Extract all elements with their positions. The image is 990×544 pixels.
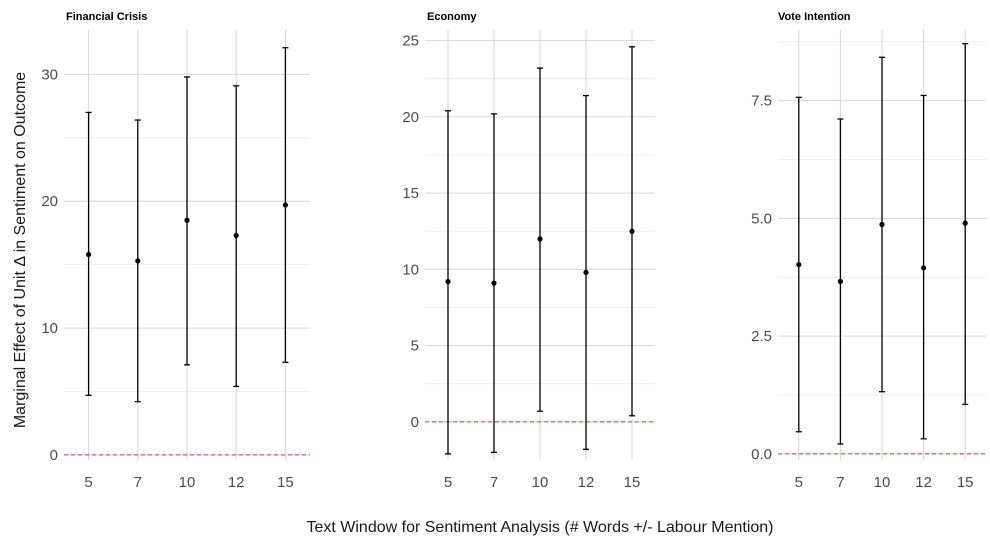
point-estimate	[879, 221, 885, 228]
panel-title: Vote Intention	[778, 11, 851, 23]
panel-title: Financial Crisis	[66, 11, 147, 23]
point-estimate	[445, 278, 451, 285]
point-estimate	[921, 265, 927, 271]
y-tick-label: 25	[402, 33, 419, 50]
y-tick-label: 2.5	[751, 328, 772, 345]
x-tick-label: 10	[179, 474, 196, 491]
y-tick-label: 30	[41, 66, 58, 83]
x-tick-label: 7	[490, 474, 498, 491]
y-tick-label: 0.0	[751, 446, 772, 463]
point-estimate	[135, 258, 141, 264]
point-estimate	[233, 232, 239, 239]
x-tick-label: 10	[874, 474, 891, 491]
y-tick-label: 5.0	[751, 210, 772, 227]
x-tick-label: 7	[134, 474, 142, 491]
point-estimate	[537, 236, 543, 242]
x-tick-label: 7	[836, 474, 844, 491]
chart-panel: 0 10 20 30 5 7 10 12 15 Financial Crisis	[41, 11, 310, 491]
y-tick-label: 0	[50, 447, 58, 464]
point-estimate	[491, 280, 497, 286]
point-estimate	[629, 228, 635, 234]
x-tick-label: 15	[624, 474, 641, 491]
y-tick-label: 10	[41, 320, 58, 337]
x-tick-label: 12	[915, 474, 932, 491]
point-estimate	[583, 269, 589, 276]
chart-panel: 0 5 10 15 20 25 5 7 10 12 15 Economy	[402, 11, 655, 491]
point-estimate	[962, 220, 968, 226]
x-tick-label: 5	[795, 474, 803, 491]
y-tick-label: 10	[402, 261, 419, 278]
point-estimate	[837, 278, 844, 285]
y-tick-label: 5	[411, 338, 419, 355]
x-tick-label: 12	[228, 474, 245, 491]
x-tick-label: 10	[532, 474, 549, 491]
point-estimate	[184, 217, 190, 223]
point-estimate	[86, 251, 92, 258]
point-estimate	[796, 261, 802, 268]
x-tick-label: 12	[578, 474, 595, 491]
y-tick-label: 0	[411, 414, 419, 431]
x-axis-title: Text Window for Sentiment Analysis (# Wo…	[306, 519, 773, 536]
chart-panel: 0.0 2.5 5.0 7.5 5 7 10 12 15 Vote Intention	[751, 11, 986, 491]
y-axis-title: Marginal Effect of Unit Δ in Sentiment o…	[12, 72, 29, 428]
y-tick-label: 20	[41, 193, 58, 210]
panel-title: Economy	[427, 11, 477, 23]
y-tick-label: 7.5	[751, 93, 772, 110]
x-tick-label: 15	[957, 474, 974, 491]
x-tick-label: 5	[444, 474, 452, 491]
y-tick-label: 15	[402, 185, 419, 202]
point-estimate	[282, 202, 288, 208]
y-tick-label: 20	[402, 109, 419, 126]
x-tick-label: 15	[277, 474, 294, 491]
x-tick-label: 5	[84, 474, 92, 491]
